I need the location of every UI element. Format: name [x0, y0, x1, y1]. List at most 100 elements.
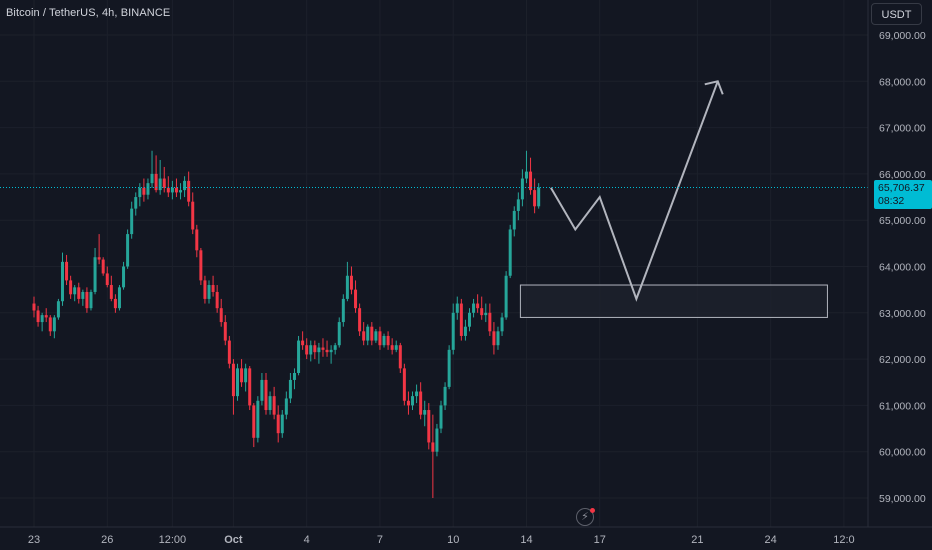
- candle-body: [244, 368, 248, 383]
- candle-body: [480, 308, 484, 316]
- candle-body: [451, 312, 455, 350]
- time-axis[interactable]: 23 26 12:00 Oct 4 7 10 14 17 21 24 12:0: [0, 526, 932, 546]
- candle-body: [240, 368, 244, 383]
- candle-up: [73, 285, 77, 302]
- candle-down: [427, 403, 431, 450]
- price-axis[interactable]: 69,000.00 68,000.00 67,000.00 66,000.00 65,0…: [867, 0, 926, 527]
- candle-body: [345, 275, 349, 299]
- bar-countdown: 08:32: [878, 195, 905, 207]
- candle-up: [146, 178, 150, 200]
- candle-body: [366, 326, 370, 341]
- candle-down: [362, 322, 366, 346]
- candle-down: [406, 391, 410, 415]
- candle-body: [488, 312, 492, 332]
- candle-down: [488, 303, 492, 336]
- candle-body: [520, 178, 524, 200]
- candle-down: [354, 280, 358, 313]
- support-zone: [519, 284, 828, 318]
- candle-down: [77, 282, 81, 304]
- candle-down: [276, 405, 280, 443]
- time-tick-label: 21: [691, 534, 703, 546]
- candle-down: [203, 275, 207, 304]
- candle-down: [390, 338, 394, 355]
- candle-up: [183, 176, 187, 198]
- candle-body: [276, 414, 280, 434]
- candle-body: [219, 308, 223, 323]
- candle-up: [81, 289, 85, 306]
- candle-body: [297, 340, 301, 373]
- symbol-title[interactable]: Bitcoin / TetherUS, 4h, BINANCE: [6, 7, 171, 19]
- price-tick-label: 61,000.00: [879, 400, 926, 412]
- price-tick-label: 66,000.00: [879, 169, 926, 181]
- candle-body: [411, 396, 415, 406]
- candle-body: [402, 368, 406, 401]
- candle-up: [117, 285, 121, 311]
- projection-path: [550, 80, 724, 302]
- candle-down: [370, 322, 374, 346]
- candle-body: [215, 291, 219, 309]
- candle-body: [36, 310, 40, 323]
- candle-up: [496, 326, 500, 350]
- candle-body: [472, 303, 476, 313]
- candle-down: [113, 294, 117, 313]
- candle-body: [362, 331, 366, 341]
- flash-icon[interactable]: ⚡: [576, 508, 595, 526]
- candle-body: [122, 266, 126, 288]
- candle-up: [292, 368, 296, 390]
- candle-body: [354, 289, 358, 309]
- candle-body: [199, 250, 203, 281]
- candle-down: [349, 266, 353, 295]
- candle-body: [32, 303, 36, 311]
- candle-up: [394, 340, 398, 353]
- candle-body: [105, 273, 109, 286]
- candle-body: [154, 173, 158, 191]
- currency-button[interactable]: USDT: [871, 3, 922, 25]
- candle-down: [419, 382, 423, 420]
- candle-up: [512, 206, 516, 237]
- candle-body: [333, 345, 337, 350]
- candle-up: [179, 183, 183, 200]
- price-tick-label: 69,000.00: [879, 30, 926, 42]
- candle-down: [32, 296, 36, 318]
- candle-down: [97, 234, 101, 265]
- candle-down: [48, 315, 52, 336]
- candle-down: [191, 192, 195, 235]
- time-tick-label: 12:00: [159, 534, 187, 546]
- candle-down: [313, 340, 317, 360]
- candle-up: [341, 294, 345, 327]
- candle-up: [280, 410, 284, 438]
- candle-down: [219, 298, 223, 327]
- candle-up: [504, 271, 508, 320]
- candle-up: [415, 384, 419, 404]
- candle-body: [101, 259, 105, 274]
- chart-grid: [0, 0, 868, 527]
- candle-up: [126, 229, 130, 269]
- candle-body: [260, 379, 264, 401]
- candle-down: [402, 363, 406, 406]
- candle-down: [187, 171, 191, 207]
- candle-body: [443, 386, 447, 406]
- candle-body: [93, 257, 97, 292]
- candle-body: [467, 312, 471, 327]
- candle-body: [447, 349, 451, 387]
- price-tick-label: 60,000.00: [879, 447, 926, 459]
- candle-body: [179, 190, 183, 193]
- candle-up: [508, 224, 512, 279]
- candle-body: [305, 345, 309, 355]
- candle-up: [524, 150, 528, 184]
- price-tick-label: 59,000.00: [879, 493, 926, 505]
- candle-body: [484, 312, 488, 316]
- support-zone-rect: [519, 284, 828, 318]
- candle-down: [109, 275, 113, 302]
- candle-down: [231, 359, 235, 415]
- candle-body: [268, 396, 272, 411]
- candle-body: [73, 287, 77, 295]
- candle-down: [211, 275, 215, 297]
- candle-up: [317, 342, 321, 364]
- candle-body: [492, 331, 496, 346]
- candle-body: [252, 405, 256, 438]
- candle-up: [60, 252, 64, 306]
- candle-body: [146, 183, 150, 195]
- candle-up: [244, 363, 248, 392]
